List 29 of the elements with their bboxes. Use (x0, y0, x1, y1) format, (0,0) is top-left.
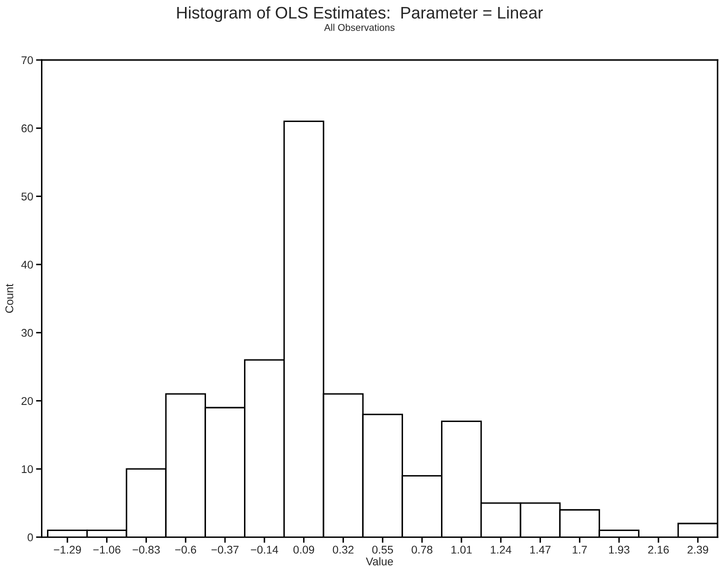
chart-subtitle: All Observations (324, 24, 395, 31)
x-tick-label: 1.01 (451, 546, 472, 554)
x-tick-label: −0.83 (132, 546, 160, 554)
y-axis-title: Count (5, 284, 14, 313)
y-tick-label: 30 (21, 328, 33, 337)
y-tick-label: 70 (22, 56, 33, 64)
y-tick-label: 0 (28, 533, 33, 542)
y-tick-label: 20 (22, 397, 33, 405)
chart-title: Histogram of OLS Estimates: Parameter = Linear (177, 6, 543, 22)
x-tick-label: 1.47 (530, 546, 550, 554)
x-tick-label: −0.14 (250, 546, 278, 554)
x-tick-label: −0.37 (212, 546, 239, 554)
x-tick-label: 1.7 (572, 546, 587, 554)
x-axis-title: Value (366, 557, 393, 566)
x-tick-label: 1.24 (490, 546, 512, 554)
y-tick-label: 50 (21, 192, 33, 200)
x-tick-label: 0.32 (332, 546, 354, 554)
x-tick-label: −1.29 (54, 546, 81, 554)
y-tick-label: 60 (22, 124, 33, 132)
y-tick-label: 40 (21, 260, 33, 269)
x-tick-label: 0.09 (293, 546, 314, 554)
x-tick-label: 0.78 (412, 546, 432, 554)
x-tick-label: −1.06 (93, 546, 120, 554)
x-tick-label: 2.16 (648, 546, 669, 554)
x-tick-label: 1.93 (609, 546, 630, 554)
x-tick-label: 2.39 (688, 546, 708, 554)
y-tick-label: 10 (22, 465, 33, 474)
x-tick-label: 0.55 (372, 546, 393, 554)
x-tick-label: −0.6 (175, 546, 196, 554)
